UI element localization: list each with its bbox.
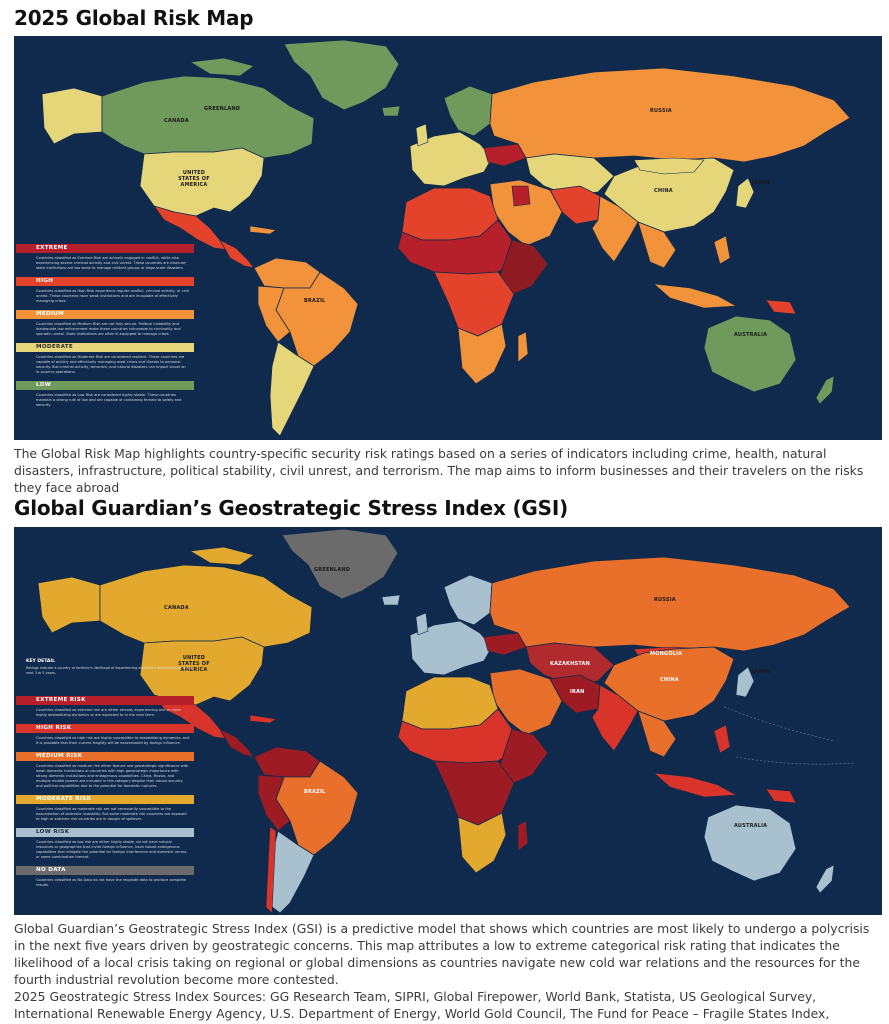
russia-shape — [489, 67, 851, 163]
canada-shape-gsi — [99, 564, 313, 648]
legend-low-text: Countries classified as Low Risk are con… — [36, 393, 182, 407]
map1-caption: The Global Risk Map highlights country-s… — [14, 446, 864, 495]
map2-label-japan: JAPAN — [752, 669, 770, 675]
india-shape — [591, 195, 639, 263]
gsi-legend-low-text: Countries classified as low risk are eit… — [36, 840, 188, 859]
australia-shape-gsi — [703, 804, 797, 882]
map2-label-australia: AUSTRALIA — [734, 823, 768, 829]
map2-label-usa: UNITED STATES OF AMERICA — [178, 655, 210, 673]
gsi-legend-nodata-text: Countries classified as No Data do not h… — [36, 878, 187, 887]
map-label-brazil: BRAZIL — [304, 298, 326, 304]
map-label-australia: AUSTRALIA — [734, 332, 768, 338]
japan-shape — [735, 177, 755, 209]
map1-title: 2025 Global Risk Map — [14, 6, 254, 30]
legend-moderate-bar: MODERATE — [16, 343, 194, 352]
legend-high-text: Countries classified as High Risk experi… — [36, 289, 189, 303]
gsi-legend-moderate-bar: MODERATE RISK — [16, 795, 194, 804]
greenland-shape-gsi — [281, 528, 399, 600]
map-label-usa: UNITED STATES OF AMERICA — [178, 170, 210, 188]
map2-label-china: CHINA — [660, 677, 679, 683]
gsi-legend-medium-bar: MEDIUM RISK — [16, 752, 194, 761]
map2-label-russia: RUSSIA — [654, 597, 676, 603]
map2-label-kazakhstan: KAZAKHSTAN — [550, 661, 590, 667]
alaska-shape — [41, 87, 103, 145]
map2-label-mongolia: MONGOLIA — [650, 651, 683, 657]
europe-shape — [409, 131, 493, 187]
legend-low-bar: LOW — [16, 381, 194, 390]
gsi-legend-extreme-text: Countries classified as extreme risk are… — [36, 708, 181, 717]
legend-extreme-bar: EXTREME — [16, 244, 194, 253]
map2-label-iran: IRAN — [570, 689, 585, 695]
geostrategic-stress-index-map: GREENLAND CANADA UNITED STATES OF AMERIC… — [14, 527, 882, 915]
map-label-japan: JAPAN — [752, 180, 770, 186]
map-label-china: CHINA — [654, 188, 673, 194]
key-detail-text: Ratings indicate a country or territory'… — [26, 666, 193, 675]
map2-title: Global Guardian’s Geostrategic Stress In… — [14, 496, 569, 520]
map2-label-greenland: GREENLAND — [314, 567, 351, 573]
key-detail-title: KEY DETAIL — [26, 659, 55, 664]
key-detail: KEY DETAIL Ratings indicate a country or… — [26, 659, 196, 675]
canada-shape — [101, 75, 315, 159]
risk-map-svg — [41, 39, 851, 437]
legend-medium-bar: MEDIUM — [16, 310, 194, 319]
map2-sources: 2025 Geostrategic Stress Index Sources: … — [14, 989, 830, 1021]
legend-extreme-text: Countries classified as Extreme Risk are… — [36, 256, 187, 270]
legend-moderate-text: Countries classified as Moderate Risk ar… — [36, 355, 186, 374]
gsi-legend-low-bar: LOW RISK — [16, 828, 194, 837]
legend-medium-text: Countries classified as Medium Risk are … — [36, 322, 181, 336]
gsi-legend-high-bar: HIGH RISK — [16, 724, 194, 733]
gsi-legend-nodata-bar: NO DATA — [16, 866, 194, 875]
gsi-legend-extreme-bar: EXTREME RISK — [16, 696, 194, 705]
map2-caption: Global Guardian’s Geostrategic Stress In… — [14, 921, 870, 987]
risk-legend: EXTREME Countries classified as Extreme … — [16, 240, 194, 410]
map2-label-brazil: BRAZIL — [304, 789, 326, 795]
map-label-greenland: GREENLAND — [204, 106, 241, 112]
map-label-russia: RUSSIA — [650, 108, 672, 114]
legend-high-bar: HIGH — [16, 277, 194, 286]
gsi-legend-medium-text: Countries classified as medium risk eith… — [36, 764, 189, 788]
map-label-canada: CANADA — [164, 118, 189, 124]
global-risk-map: GREENLAND CANADA UNITED STATES OF AMERIC… — [14, 36, 882, 440]
gsi-legend-high-text: Countries classified as high risk are hi… — [36, 736, 190, 745]
russia-shape-gsi — [489, 556, 851, 652]
map2-label-canada: CANADA — [164, 605, 189, 611]
greenland-shape — [283, 39, 400, 111]
gsi-legend-moderate-text: Countries classified as moderate risk ar… — [36, 807, 187, 821]
australia-shape — [703, 315, 797, 393]
gsi-legend: EXTREME RISK Countries classified as ext… — [16, 692, 194, 890]
gsi-map-svg — [37, 528, 855, 914]
